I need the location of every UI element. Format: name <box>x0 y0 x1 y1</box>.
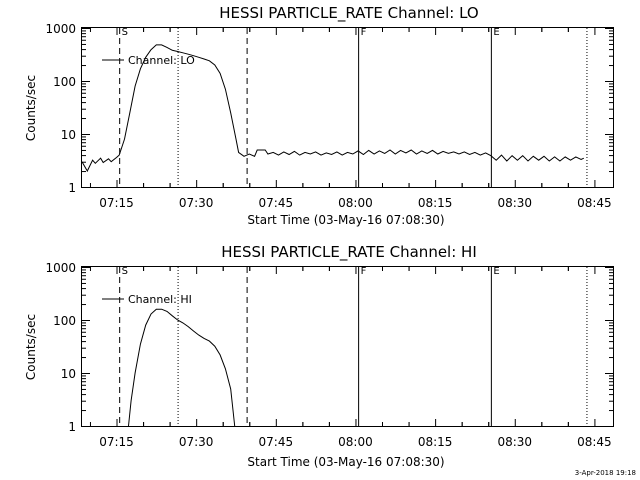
x-tick-label: 08:45 <box>577 435 612 449</box>
y-tick-label: 100 <box>53 314 76 328</box>
marker-label: S <box>122 27 128 38</box>
y-ticks-lo: 1 10 100 1000 <box>45 22 613 195</box>
legend-hi: Channel: HI <box>102 293 192 306</box>
legend-label-lo: Channel: LO <box>128 54 195 67</box>
legend-label-hi: Channel: HI <box>128 293 192 306</box>
series-line-hi <box>128 308 236 427</box>
chart-panel-hi: HESSI PARTICLE_RATE Channel: HI S F E Chan… <box>24 243 614 469</box>
x-ticks-lo: 07:15 07:30 07:45 08:00 08:15 08:30 08:45 <box>89 28 612 210</box>
x-tick-label: 08:30 <box>497 196 532 210</box>
marker-label: F <box>361 27 367 38</box>
x-tick-label: 07:30 <box>179 435 214 449</box>
y-axis-label-lo: Counts/sec <box>24 75 38 141</box>
y-tick-label: 100 <box>53 75 76 89</box>
plot-frame-lo <box>81 27 614 188</box>
y-tick-label: 1 <box>68 420 76 434</box>
y-tick-label: 1000 <box>45 261 76 275</box>
x-tick-label: 07:45 <box>259 196 294 210</box>
footer-timestamp: 3-Apr-2018 19:18 <box>575 469 636 477</box>
y-tick-label: 10 <box>61 128 76 142</box>
chart-title-lo: HESSI PARTICLE_RATE Channel: LO <box>219 4 478 23</box>
chart-panel-lo: HESSI PARTICLE_RATE Channel: LO S F E Chan… <box>24 4 614 227</box>
x-axis-label-hi: Start Time (03-May-16 07:08:30) <box>247 455 444 469</box>
marker-label: E <box>493 266 499 277</box>
x-tick-label: 08:00 <box>338 435 373 449</box>
plot-frame-hi <box>81 266 614 427</box>
x-tick-label: 07:45 <box>259 435 294 449</box>
x-tick-label: 08:45 <box>577 196 612 210</box>
y-tick-label: 1000 <box>45 22 76 36</box>
y-ticks-hi: 1 10 100 1000 <box>45 261 613 434</box>
y-axis-label-hi: Counts/sec <box>24 314 38 380</box>
x-ticks-hi: 07:15 07:30 07:45 08:00 08:15 08:30 08:45 <box>89 267 612 449</box>
x-tick-label: 08:15 <box>418 435 453 449</box>
x-axis-label-lo: Start Time (03-May-16 07:08:30) <box>247 213 444 227</box>
marker-label: F <box>361 266 367 277</box>
chart-title-hi: HESSI PARTICLE_RATE Channel: HI <box>221 243 477 262</box>
marker-label: S <box>122 266 128 277</box>
x-tick-label: 08:30 <box>497 435 532 449</box>
x-tick-label: 07:15 <box>99 435 134 449</box>
marker-label: E <box>493 27 499 38</box>
y-tick-label: 1 <box>68 181 76 195</box>
x-tick-label: 08:15 <box>418 196 453 210</box>
y-tick-label: 10 <box>61 367 76 381</box>
x-tick-label: 08:00 <box>338 196 373 210</box>
x-tick-label: 07:15 <box>99 196 134 210</box>
legend-lo: Channel: LO <box>102 54 195 67</box>
x-tick-label: 07:30 <box>179 196 214 210</box>
series-line-lo <box>81 44 585 173</box>
